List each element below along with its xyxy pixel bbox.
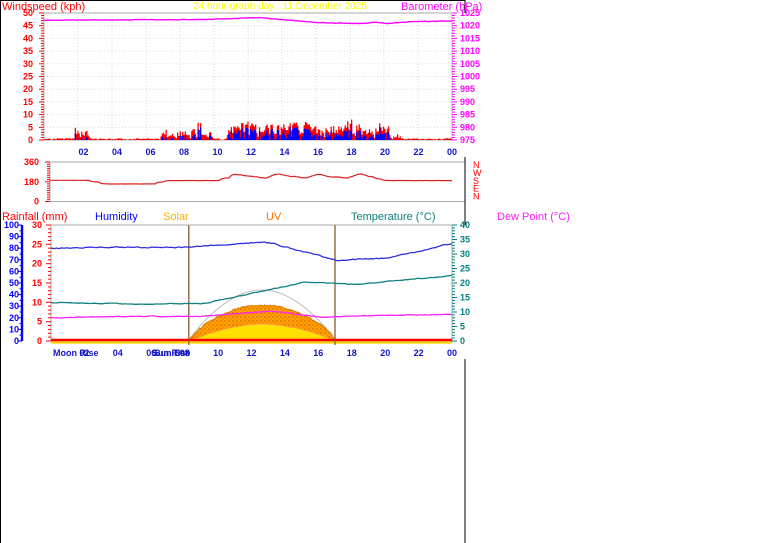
- svg-text:20: 20: [460, 278, 470, 288]
- svg-text:10: 10: [9, 324, 19, 334]
- svg-text:24 hour graph day : 11 Decembe: 24 hour graph day : 11 December 2025: [193, 1, 367, 12]
- svg-text:5: 5: [37, 317, 42, 327]
- svg-text:1010: 1010: [460, 46, 480, 56]
- svg-text:Windspeed (kph): Windspeed (kph): [2, 1, 85, 13]
- svg-text:995: 995: [460, 84, 475, 94]
- svg-text:Temperature (°C): Temperature (°C): [351, 211, 435, 223]
- svg-text:20: 20: [32, 259, 42, 269]
- svg-text:90: 90: [9, 232, 19, 242]
- svg-text:25: 25: [32, 239, 42, 249]
- svg-text:40: 40: [9, 290, 19, 300]
- svg-text:60: 60: [9, 266, 19, 276]
- svg-text:25: 25: [23, 72, 33, 82]
- svg-text:50: 50: [9, 278, 19, 288]
- svg-text:1015: 1015: [460, 33, 480, 43]
- svg-text:1000: 1000: [460, 72, 480, 82]
- svg-text:Rainfall (mm): Rainfall (mm): [2, 211, 67, 223]
- svg-text:04: 04: [112, 147, 122, 157]
- svg-text:20: 20: [380, 348, 390, 358]
- svg-text:10: 10: [212, 147, 222, 157]
- svg-text:Dew Point (°C): Dew Point (°C): [497, 211, 570, 223]
- svg-text:20: 20: [9, 313, 19, 323]
- svg-text:12: 12: [246, 147, 256, 157]
- svg-text:20: 20: [23, 84, 33, 94]
- svg-text:06: 06: [145, 147, 155, 157]
- svg-text:Sun Set: Sun Set: [155, 348, 189, 358]
- svg-text:04: 04: [113, 348, 123, 358]
- svg-text:10: 10: [213, 348, 223, 358]
- svg-text:180: 180: [24, 177, 39, 187]
- svg-text:10: 10: [23, 110, 33, 120]
- svg-text:35: 35: [460, 235, 470, 245]
- svg-text:30: 30: [23, 59, 33, 69]
- svg-text:08: 08: [179, 147, 189, 157]
- svg-text:45: 45: [23, 21, 33, 31]
- svg-text:30: 30: [460, 249, 470, 259]
- svg-text:Solar: Solar: [163, 211, 189, 223]
- svg-text:30: 30: [9, 301, 19, 311]
- svg-text:1020: 1020: [460, 21, 480, 31]
- svg-text:0: 0: [28, 135, 33, 145]
- svg-text:02: 02: [78, 147, 88, 157]
- svg-text:Moon Rise: Moon Rise: [53, 348, 99, 358]
- svg-text:14: 14: [279, 147, 289, 157]
- svg-text:14: 14: [280, 348, 290, 358]
- svg-text:35: 35: [23, 46, 33, 56]
- svg-text:980: 980: [460, 122, 475, 132]
- svg-text:00: 00: [447, 348, 457, 358]
- svg-text:975: 975: [460, 135, 475, 145]
- svg-text:990: 990: [460, 97, 475, 107]
- svg-text:1005: 1005: [460, 59, 480, 69]
- svg-text:40: 40: [23, 33, 33, 43]
- svg-text:360: 360: [24, 157, 39, 167]
- svg-text:15: 15: [32, 278, 42, 288]
- svg-text:22: 22: [413, 147, 423, 157]
- svg-text:20: 20: [380, 147, 390, 157]
- svg-text:10: 10: [460, 307, 470, 317]
- svg-text:18: 18: [347, 348, 357, 358]
- svg-text:0: 0: [37, 336, 42, 346]
- svg-text:22: 22: [414, 348, 424, 358]
- svg-text:Humidity: Humidity: [95, 211, 138, 223]
- svg-text:18: 18: [346, 147, 356, 157]
- svg-text:0: 0: [460, 336, 465, 346]
- svg-text:Barometer (hPa): Barometer (hPa): [401, 1, 482, 13]
- svg-text:10: 10: [32, 297, 42, 307]
- svg-text:N: N: [473, 192, 480, 202]
- svg-text:0: 0: [34, 197, 39, 207]
- svg-text:80: 80: [9, 243, 19, 253]
- svg-text:12: 12: [246, 348, 256, 358]
- svg-text:16: 16: [313, 348, 323, 358]
- svg-text:15: 15: [23, 97, 33, 107]
- svg-text:16: 16: [313, 147, 323, 157]
- svg-text:5: 5: [460, 322, 465, 332]
- svg-text:985: 985: [460, 110, 475, 120]
- svg-text:5: 5: [28, 122, 33, 132]
- svg-text:15: 15: [460, 293, 470, 303]
- svg-text:00: 00: [447, 147, 457, 157]
- svg-text:70: 70: [9, 255, 19, 265]
- svg-text:25: 25: [460, 264, 470, 274]
- svg-text:UV: UV: [266, 211, 282, 223]
